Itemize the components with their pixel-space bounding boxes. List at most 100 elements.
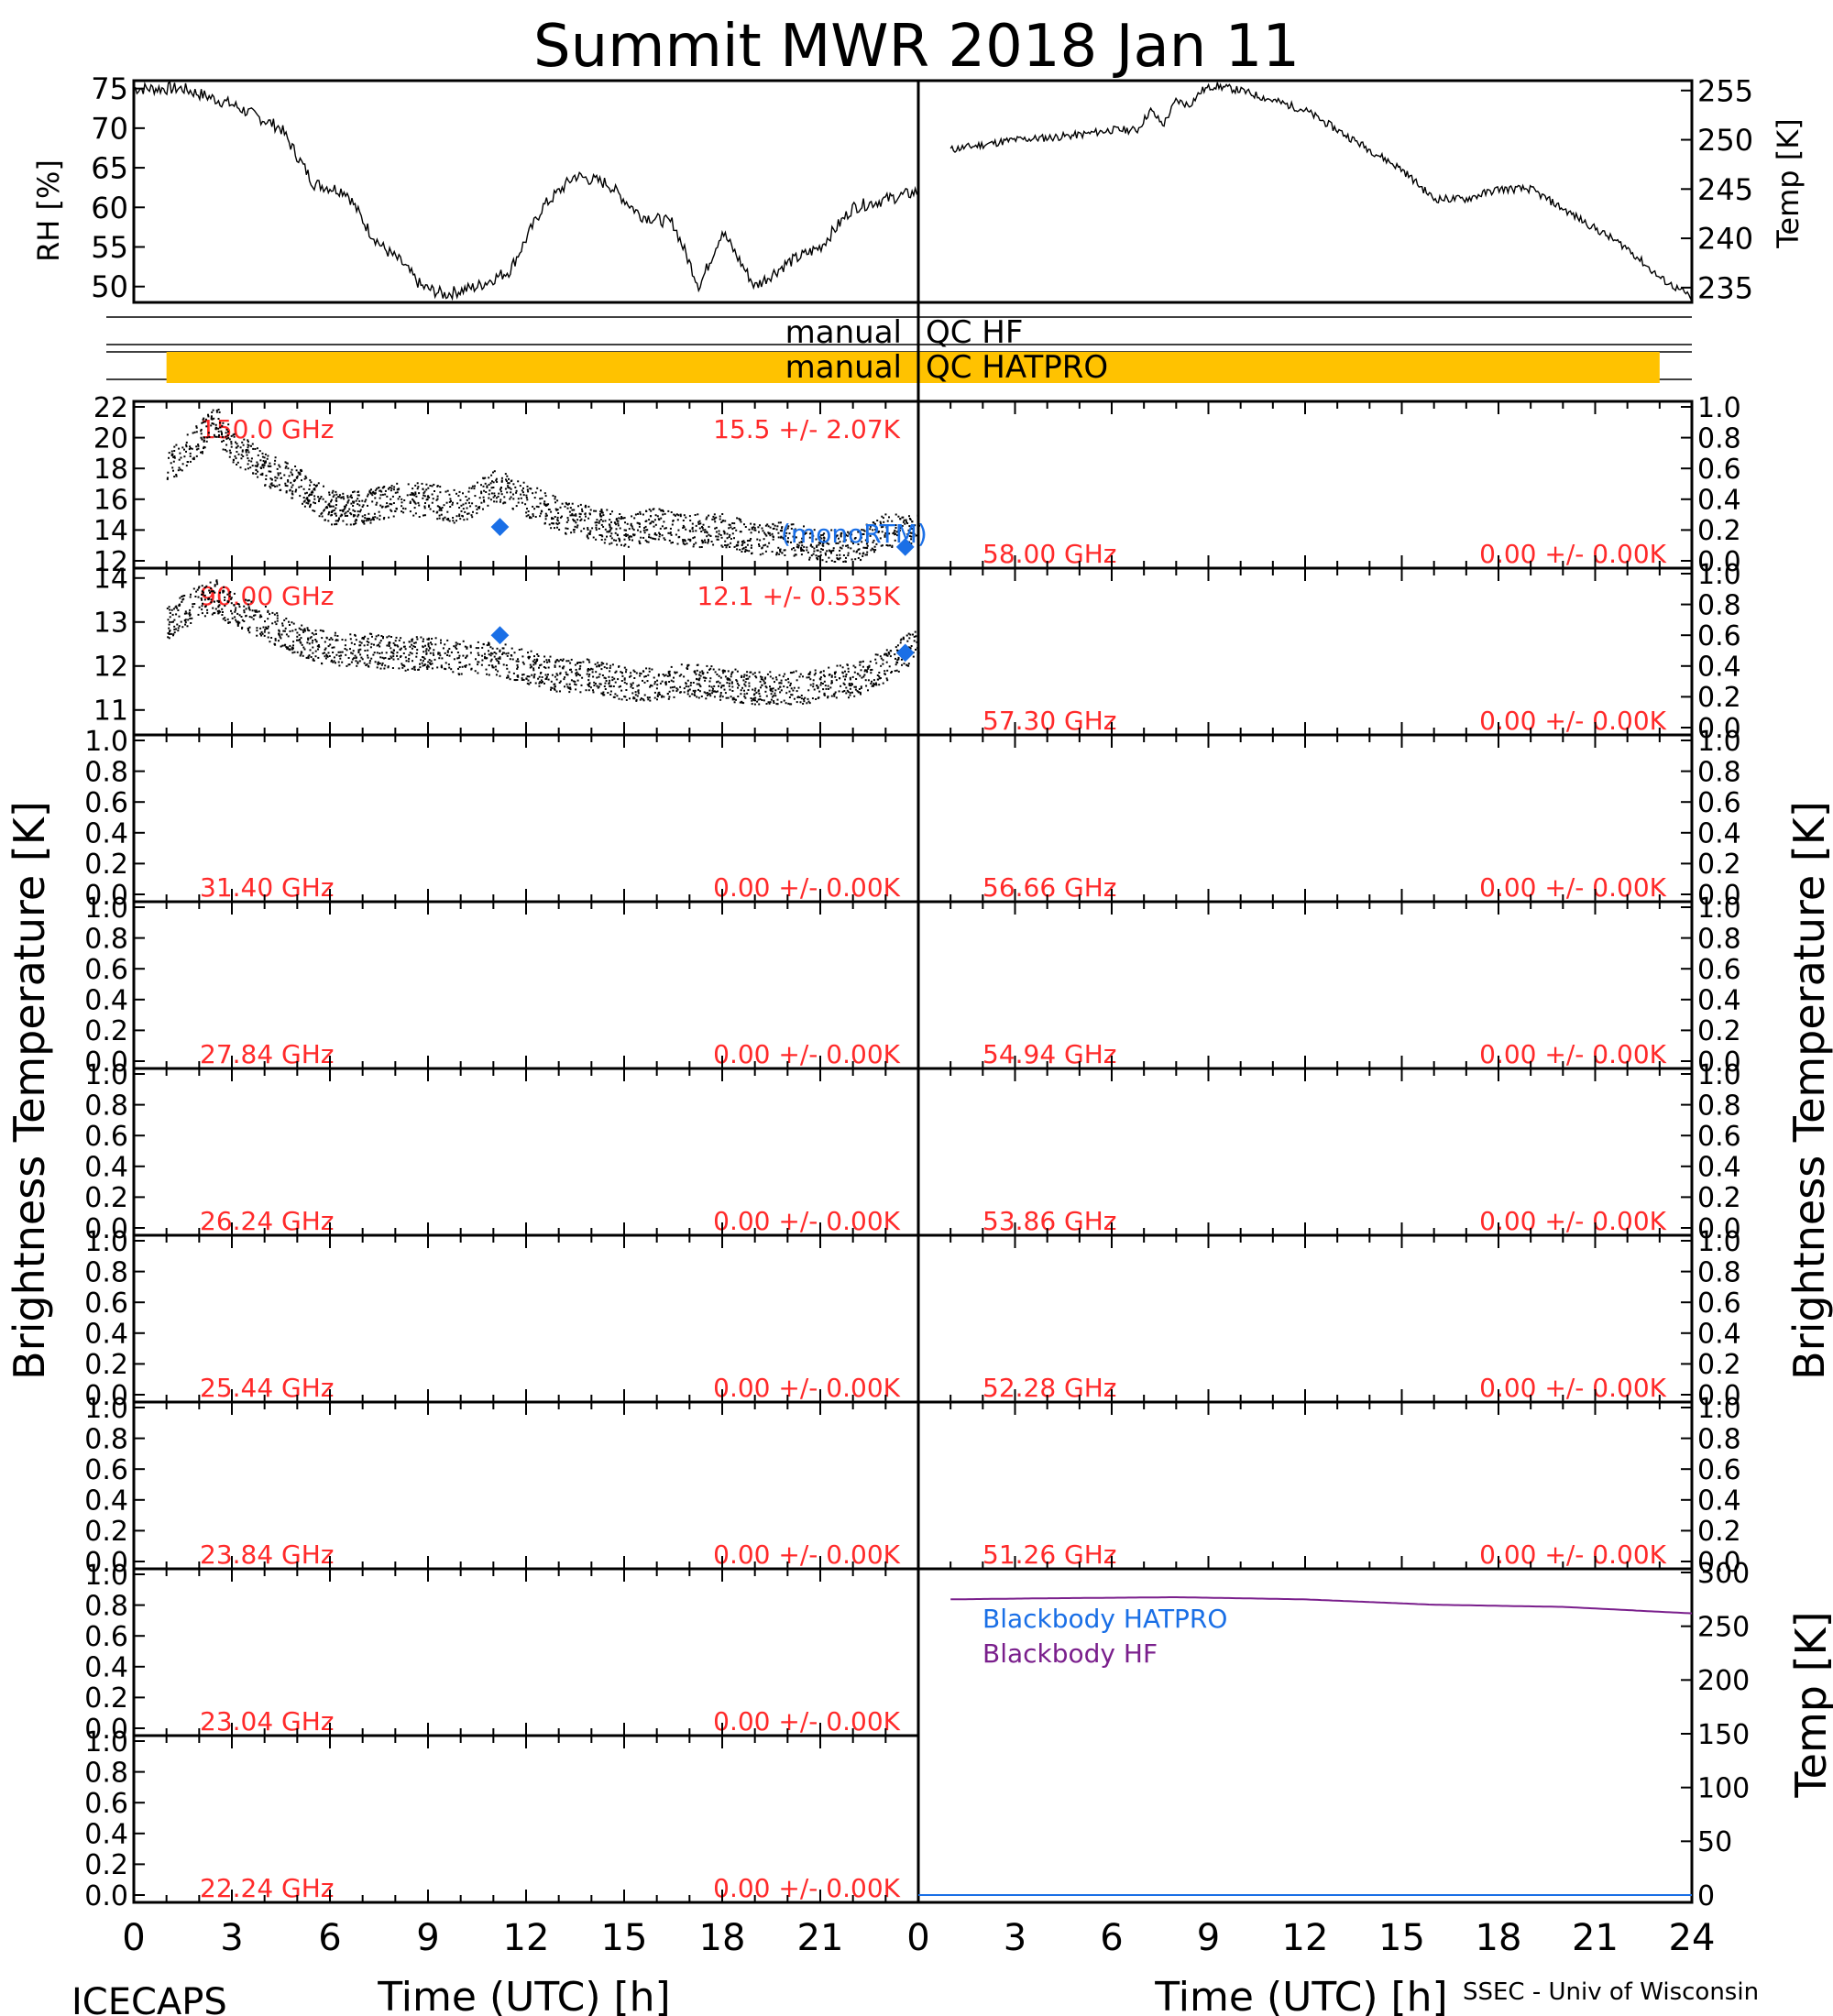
tb-point	[421, 482, 423, 485]
tb-point	[498, 663, 500, 664]
tb-point	[846, 663, 849, 666]
tb-point	[521, 491, 524, 494]
tb-point	[713, 685, 716, 687]
tb-point	[368, 490, 371, 493]
tb-point	[460, 504, 463, 507]
tb-point	[794, 536, 796, 539]
tb-point	[825, 541, 828, 542]
tb-point	[566, 674, 569, 676]
tb-point	[429, 485, 432, 487]
tb-point	[379, 663, 381, 664]
tb-point	[867, 689, 869, 692]
tb-point	[247, 608, 250, 610]
tb-point	[203, 436, 205, 439]
tb-point	[536, 660, 538, 662]
tb-point	[392, 488, 395, 491]
tb-point	[691, 522, 694, 525]
tb-point	[733, 537, 735, 540]
tb-point	[548, 659, 551, 662]
tb-point	[578, 515, 581, 518]
tb-point	[367, 649, 369, 652]
tb-point	[492, 496, 495, 499]
tb-point	[783, 699, 785, 702]
tb-point	[885, 649, 888, 652]
tb-point	[879, 677, 882, 679]
tb-point	[863, 674, 866, 676]
tb-point	[897, 537, 900, 540]
tb-point	[674, 685, 675, 688]
y-tick-label: 0.2	[1697, 1349, 1741, 1381]
y-tick-label: 0.2	[84, 1182, 128, 1214]
tb-point	[235, 446, 237, 449]
tb-point	[609, 513, 612, 515]
tb-point	[507, 652, 510, 654]
tb-point	[838, 558, 840, 561]
tb-point	[793, 554, 796, 557]
tb-point	[609, 685, 611, 687]
tb-point	[813, 547, 816, 550]
tb-point	[383, 517, 386, 519]
tb-point	[630, 524, 632, 527]
tb-point	[202, 590, 203, 593]
tb-point	[729, 546, 731, 548]
tb-point	[596, 676, 598, 679]
tb-point	[202, 421, 204, 423]
tb-point	[566, 527, 569, 530]
tb-point	[349, 523, 352, 526]
tb-point	[759, 698, 762, 700]
tb-point	[578, 662, 581, 663]
tb-point	[167, 632, 170, 634]
rh-axis-label: RH [%]	[31, 159, 66, 262]
tb-point	[269, 641, 271, 643]
tb-point	[841, 666, 844, 669]
tb-point	[256, 610, 258, 613]
tb-point	[453, 645, 456, 648]
tb-point	[617, 534, 619, 537]
tb-point	[832, 693, 835, 696]
tb-point	[169, 612, 171, 614]
tb-point	[793, 686, 796, 689]
tb-point	[205, 585, 208, 587]
tb-point	[860, 693, 862, 696]
tb-point	[444, 643, 446, 646]
tb-point	[248, 631, 251, 634]
tb-point	[449, 506, 452, 508]
tb-point	[810, 531, 813, 534]
tb-point	[908, 515, 910, 518]
tb-point	[488, 664, 490, 666]
tb-point	[752, 526, 755, 529]
tb-point	[312, 652, 314, 654]
tb-point	[764, 543, 767, 546]
tb-point	[294, 466, 297, 467]
tb-point	[348, 508, 351, 510]
tb-point	[682, 524, 685, 527]
tb-point	[790, 687, 793, 690]
tb-point	[562, 658, 565, 661]
tb-point	[752, 673, 754, 675]
y-tick-label: 70	[91, 111, 128, 146]
tb-point	[197, 444, 200, 447]
tb-point	[695, 673, 697, 675]
tb-point	[643, 527, 645, 530]
channel-stats: 0.00 +/- 0.00K	[1479, 872, 1666, 903]
tb-point	[345, 639, 347, 641]
tb-point	[306, 641, 309, 644]
tb-point	[713, 690, 715, 693]
tb-point	[812, 683, 815, 685]
tb-point	[214, 435, 216, 438]
tb-point	[466, 518, 468, 520]
tb-point	[771, 687, 773, 690]
tb-point	[219, 610, 222, 613]
x-tick-label-left: 12	[503, 1917, 550, 1959]
tb-point	[495, 652, 498, 655]
tb-point	[735, 679, 738, 682]
tb-point	[428, 496, 431, 499]
tb-point	[344, 507, 346, 509]
tb-point	[534, 663, 537, 665]
tb-point	[698, 677, 701, 680]
tb-point	[572, 518, 575, 520]
tb-point	[915, 635, 917, 638]
tb-point	[446, 489, 449, 492]
tb-point	[896, 644, 899, 647]
tb-point	[542, 681, 543, 684]
